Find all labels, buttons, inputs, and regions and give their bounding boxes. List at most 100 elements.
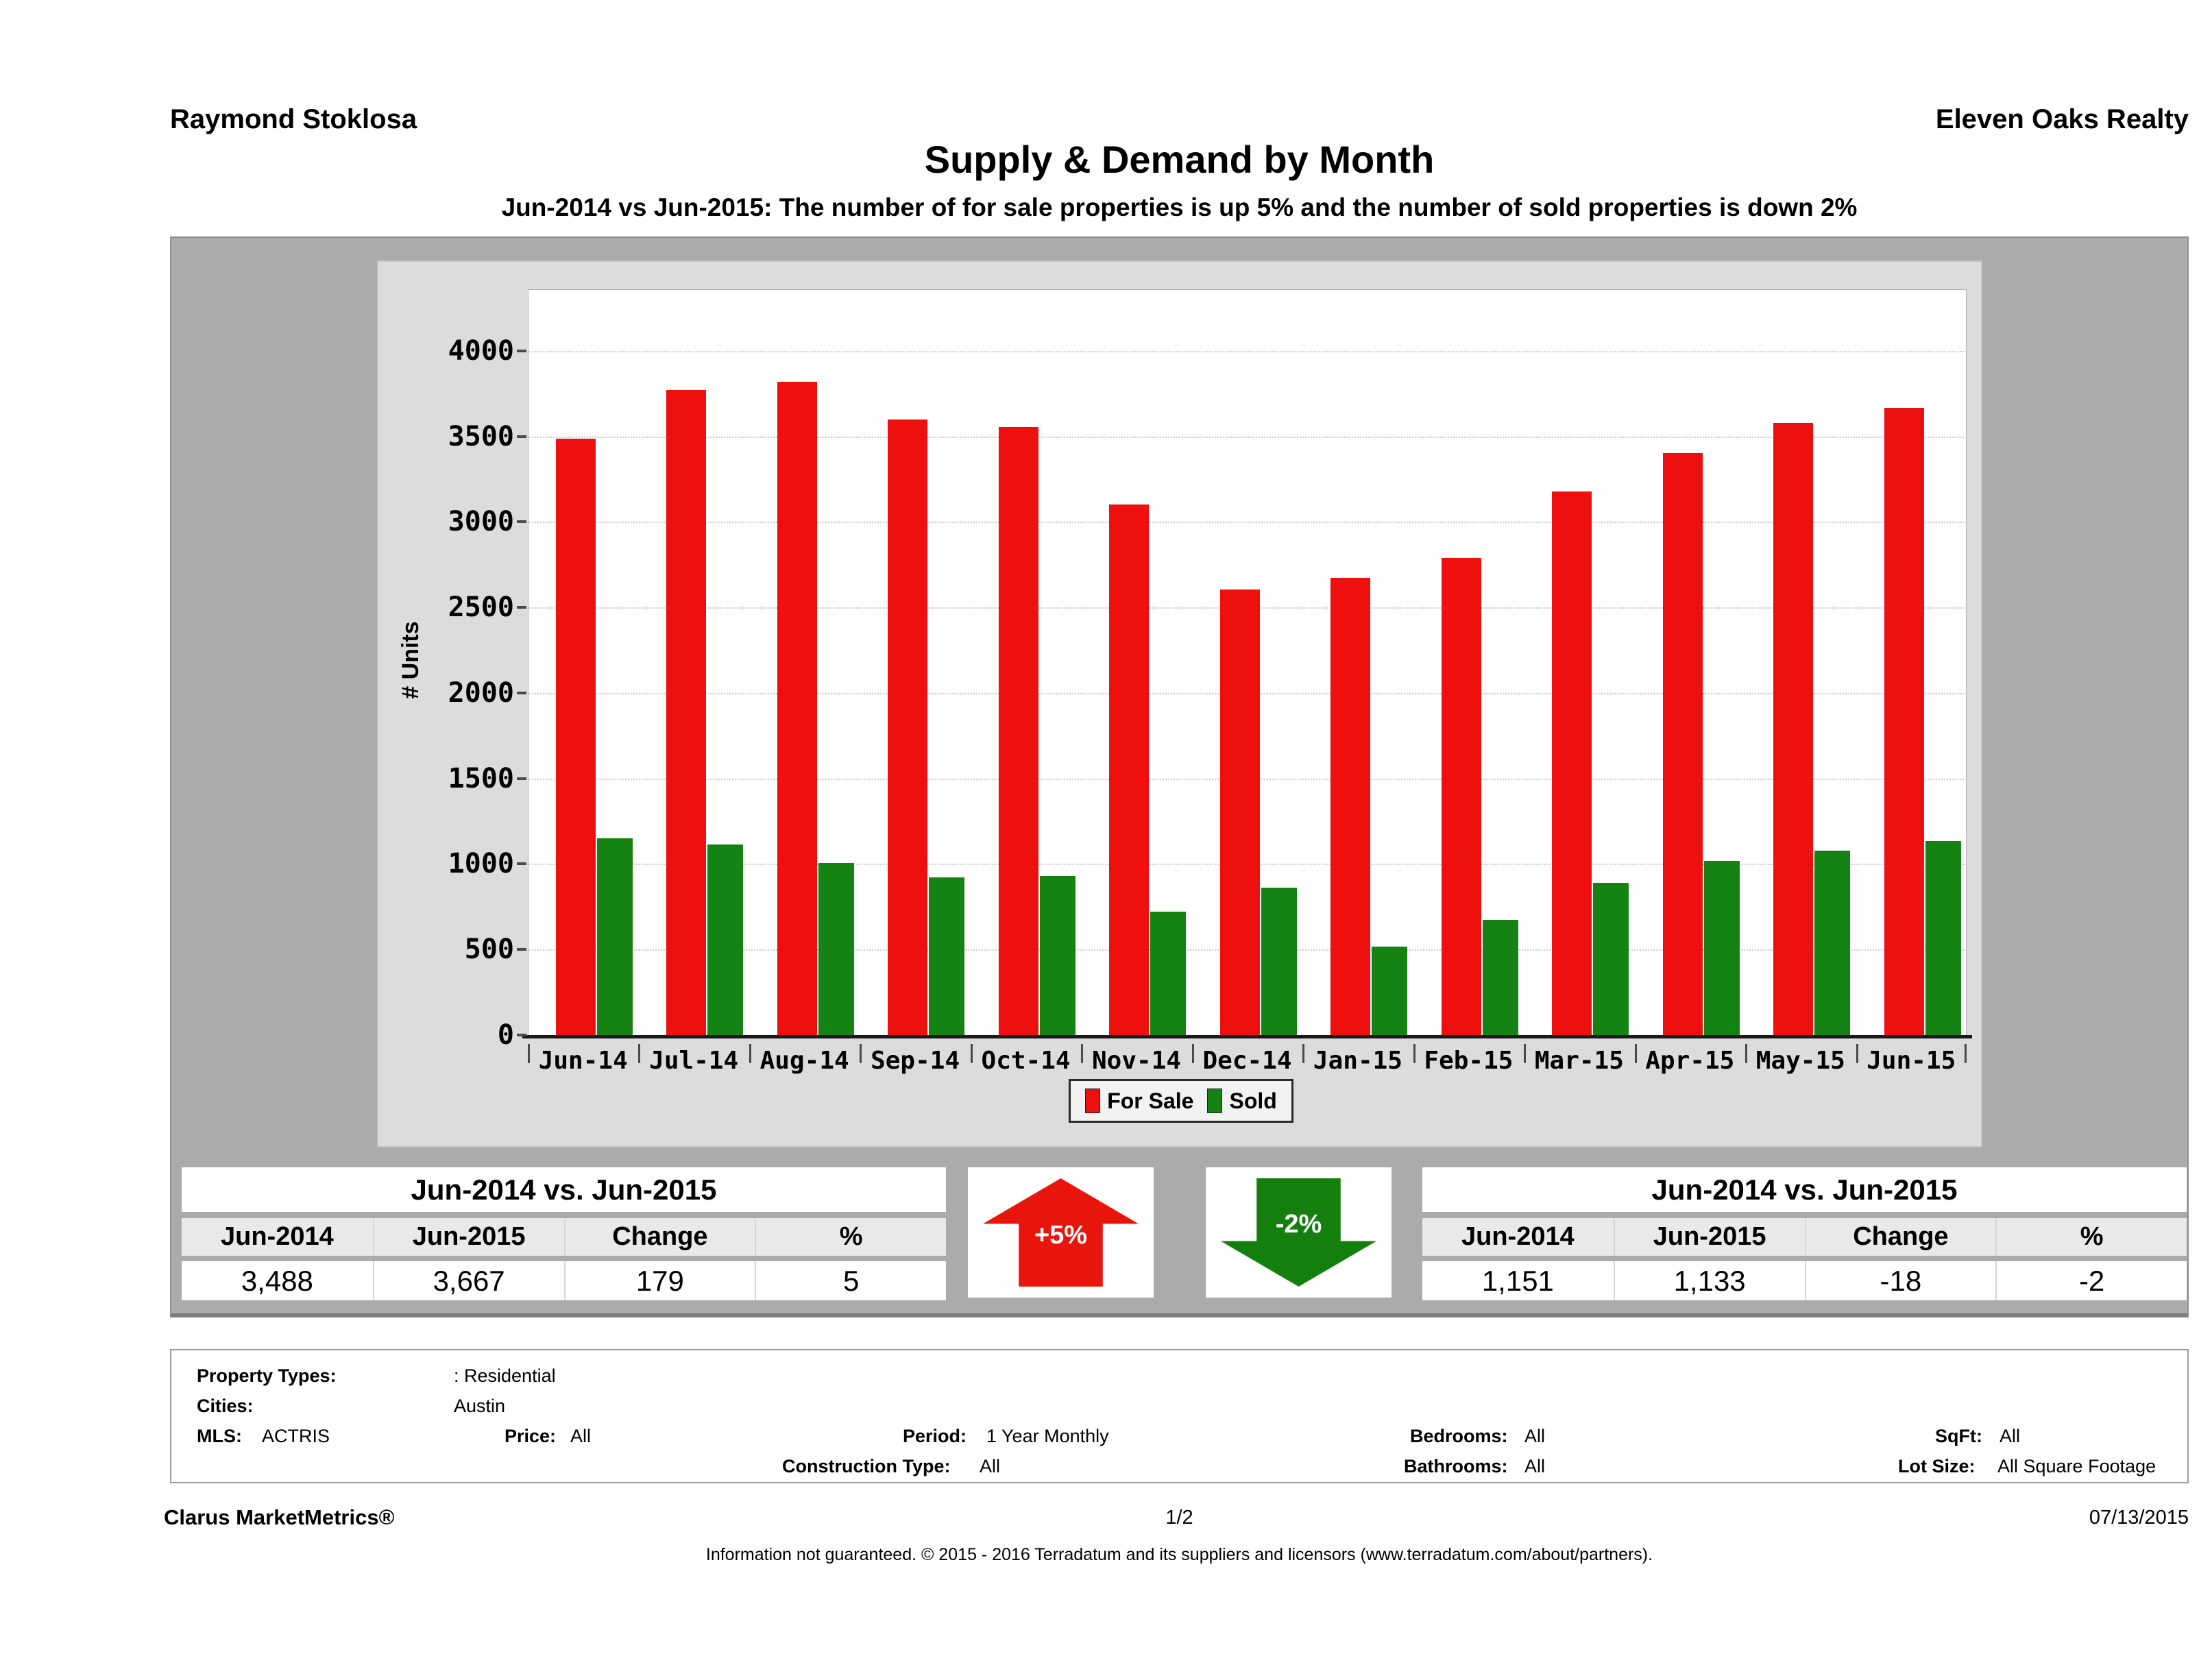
demand-change-label: -2% [1275,1210,1322,1239]
cities-value: Austin [454,1396,506,1416]
x-axis-label: Dec-14 [1202,1047,1292,1075]
agent-name: Raymond Stoklosa [170,104,417,134]
x-axis-label: Nov-14 [1092,1047,1182,1075]
gridline [528,436,1966,438]
bar-for-sale [1662,453,1703,1035]
y-tick-mark [517,606,526,609]
bedrooms-value: All [1524,1426,1546,1446]
x-axis-line [522,1035,1972,1038]
bar-sold [597,838,633,1035]
y-tick-label: 500 [464,934,514,966]
x-axis-label: Aug-14 [759,1047,849,1075]
x-tick-separator [1965,1044,1967,1063]
supply-change-label: +5% [1034,1221,1088,1250]
table-header-cell: % [755,1218,946,1256]
y-tick-label: 2500 [448,592,514,624]
table-value-cell: 3,667 [372,1261,564,1300]
bar-sold [929,877,965,1035]
bar-sold [1593,883,1629,1035]
table-header-cell: Jun-2015 [372,1218,564,1256]
y-tick-label: 1000 [448,848,514,880]
y-tick-mark [517,777,526,780]
y-tick-label: 3000 [448,506,514,538]
table-title: Jun-2014 vs. Jun-2015 [1422,1167,2187,1212]
x-axis-label: Jul-14 [649,1047,739,1075]
page-title: Supply & Demand by Month [924,138,1435,181]
bar-sold [1150,912,1187,1035]
mls-value: ACTRIS [262,1426,330,1446]
period-label: Period: [903,1426,967,1446]
bar-for-sale [1109,504,1150,1035]
price-value: All [570,1426,592,1446]
bar-sold [707,844,744,1035]
y-tick-label: 3500 [448,420,514,452]
table-value-cell: 5 [755,1261,946,1300]
table-value-cell: 1,151 [1481,1264,1554,1297]
chart-legend: For Sale Sold [1069,1079,1293,1123]
plot-area [528,289,1967,1035]
property-types-label: Property Types: [197,1365,337,1386]
legend-label-for-sale: For Sale [1107,1088,1194,1113]
x-tick-separator [1413,1044,1415,1063]
table-header-row: Jun-2014 Jun-2015 Change% [1422,1218,2187,1256]
report-date: 07/13/2015 [2089,1507,2189,1529]
y-axis-title: # Units [398,621,424,699]
construction-type-label: Construction Type: [782,1456,951,1476]
bar-sold [1039,876,1075,1035]
disclaimer-text: Information not guaranteed. © 2015 - 201… [705,1545,1653,1564]
bar-for-sale [1330,578,1371,1035]
y-tick-mark [517,349,526,352]
legend-item-for-sale: For Sale [1085,1089,1193,1114]
x-tick-separator [1081,1044,1084,1063]
sqft-value: All [2000,1426,2021,1446]
sold-swatch-icon [1207,1089,1223,1113]
bathrooms-label: Bathrooms: [1404,1456,1508,1476]
x-tick-separator [749,1044,751,1063]
bar-for-sale [1552,491,1592,1035]
y-tick-mark [517,520,526,524]
chart-band: # Units For Sale Sold 0 500 1000 1500 2000 25… [170,236,2189,1317]
y-tick-label: 0 [497,1019,514,1051]
bedrooms-label: Bedrooms: [1410,1426,1508,1446]
x-axis-label: Mar-15 [1534,1047,1624,1075]
x-axis-label: Jun-15 [1867,1047,1956,1075]
x-tick-separator [860,1044,862,1063]
table-header-cell: Change [1804,1218,1996,1256]
period-value: 1 Year Monthly [986,1426,1109,1446]
y-tick-mark [517,862,526,866]
x-axis-label: Jun-14 [538,1047,628,1075]
bar-for-sale [1884,408,1924,1035]
bar-sold [818,863,854,1035]
company-name: Eleven Oaks Realty [1935,104,2189,134]
table-title: Jun-2014 vs. Jun-2015 [182,1167,946,1212]
bar-sold [1372,947,1408,1035]
table-header-row: Jun-2014 Jun-2015 Change% [182,1218,946,1256]
table-value-cell: 179 [563,1261,755,1300]
bathrooms-value: All [1524,1456,1546,1476]
cities-label: Cities: [197,1396,254,1416]
table-value-cell: -2 [1995,1261,2187,1300]
legend-label-sold: Sold [1229,1088,1277,1113]
bar-sold [1703,861,1740,1035]
y-tick-label: 1500 [448,762,514,794]
bar-for-sale [666,390,707,1035]
bar-for-sale [777,382,817,1035]
x-tick-separator [970,1044,973,1063]
y-tick-mark [517,948,526,951]
x-tick-separator [1524,1044,1527,1063]
table-data-row: 3,488 3,667 179 5 [182,1261,946,1300]
bar-sold [1814,851,1851,1035]
gridline [528,350,1966,352]
table-header-cell: Jun-2014 [1461,1222,1575,1251]
table-data-row: 1,151 1,133 -18 -2 [1422,1261,2187,1300]
lot-size-value: All Square Footage [1997,1456,2156,1476]
table-value-cell: 3,488 [241,1264,313,1297]
x-axis-label: Sep-14 [871,1047,960,1075]
x-tick-separator [528,1044,530,1063]
bar-sold [1261,888,1297,1035]
x-tick-separator [1745,1044,1748,1063]
for-sale-swatch-icon [1085,1089,1101,1113]
bar-for-sale [556,439,596,1035]
bar-for-sale [1219,589,1260,1035]
